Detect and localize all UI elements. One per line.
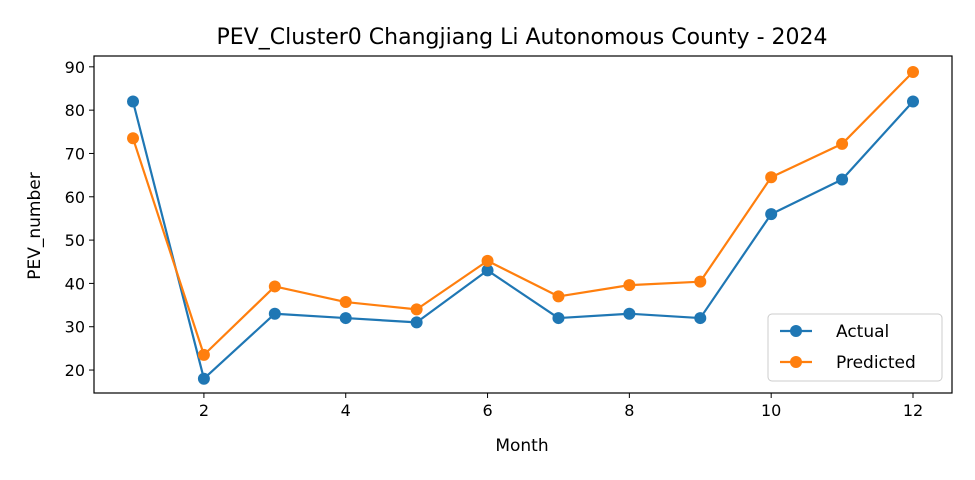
x-tick-label: 8 — [624, 401, 634, 420]
data-point-actual — [765, 208, 778, 221]
chart-title: PEV_Cluster0 Changjiang Li Autonomous Co… — [217, 25, 828, 50]
x-tick-label: 2 — [199, 401, 209, 420]
data-point-predicted — [623, 279, 636, 292]
x-axis-ticks: 2 4 6 8 10 12 — [199, 393, 923, 420]
legend-predicted-marker — [790, 356, 802, 368]
data-point-actual — [339, 312, 352, 325]
data-point-predicted — [694, 275, 707, 288]
data-point-predicted — [339, 296, 352, 309]
x-tick-label: 6 — [482, 401, 492, 420]
plot-frame — [93, 55, 953, 394]
legend-predicted-label: Predicted — [836, 353, 916, 373]
data-point-actual — [127, 95, 139, 108]
x-tick-label: 12 — [903, 401, 923, 420]
data-point-predicted — [907, 66, 919, 79]
y-tick-label: 30 — [65, 318, 85, 337]
data-point-actual — [552, 312, 565, 325]
y-tick-label: 90 — [65, 58, 85, 77]
data-point-predicted — [552, 290, 565, 303]
y-axis-label: PEV_number — [25, 172, 45, 279]
legend-actual-label: Actual — [836, 322, 889, 342]
data-point-predicted — [127, 132, 139, 145]
data-point-predicted — [410, 303, 423, 316]
legend-actual-marker — [790, 325, 802, 337]
legend: Actual Predicted — [767, 313, 943, 382]
data-point-predicted — [765, 171, 778, 184]
y-tick-label: 20 — [65, 361, 85, 380]
data-point-predicted — [836, 137, 849, 150]
data-point-actual — [907, 95, 919, 108]
y-axis-ticks: 20 30 40 50 60 70 80 90 — [65, 58, 94, 380]
data-point-actual — [694, 312, 707, 325]
x-tick-label: 10 — [761, 401, 781, 420]
series-layer — [127, 66, 919, 385]
data-point-actual — [623, 307, 636, 320]
x-tick-label: 4 — [341, 401, 351, 420]
data-point-actual — [197, 372, 210, 385]
data-point-predicted — [197, 348, 210, 361]
y-tick-label: 40 — [65, 274, 85, 293]
series-line-actual — [131, 100, 914, 380]
data-point-actual — [836, 173, 849, 186]
x-axis-label: Month — [495, 436, 548, 456]
y-tick-label: 60 — [65, 188, 85, 207]
data-point-actual — [268, 307, 281, 320]
y-tick-label: 50 — [65, 231, 85, 250]
data-point-actual — [410, 316, 423, 329]
data-point-predicted — [481, 254, 494, 267]
series-line-predicted — [131, 71, 914, 356]
y-tick-label: 80 — [65, 101, 85, 120]
data-point-predicted — [268, 280, 281, 293]
data-point-actual — [481, 264, 494, 277]
y-tick-label: 70 — [65, 144, 85, 163]
